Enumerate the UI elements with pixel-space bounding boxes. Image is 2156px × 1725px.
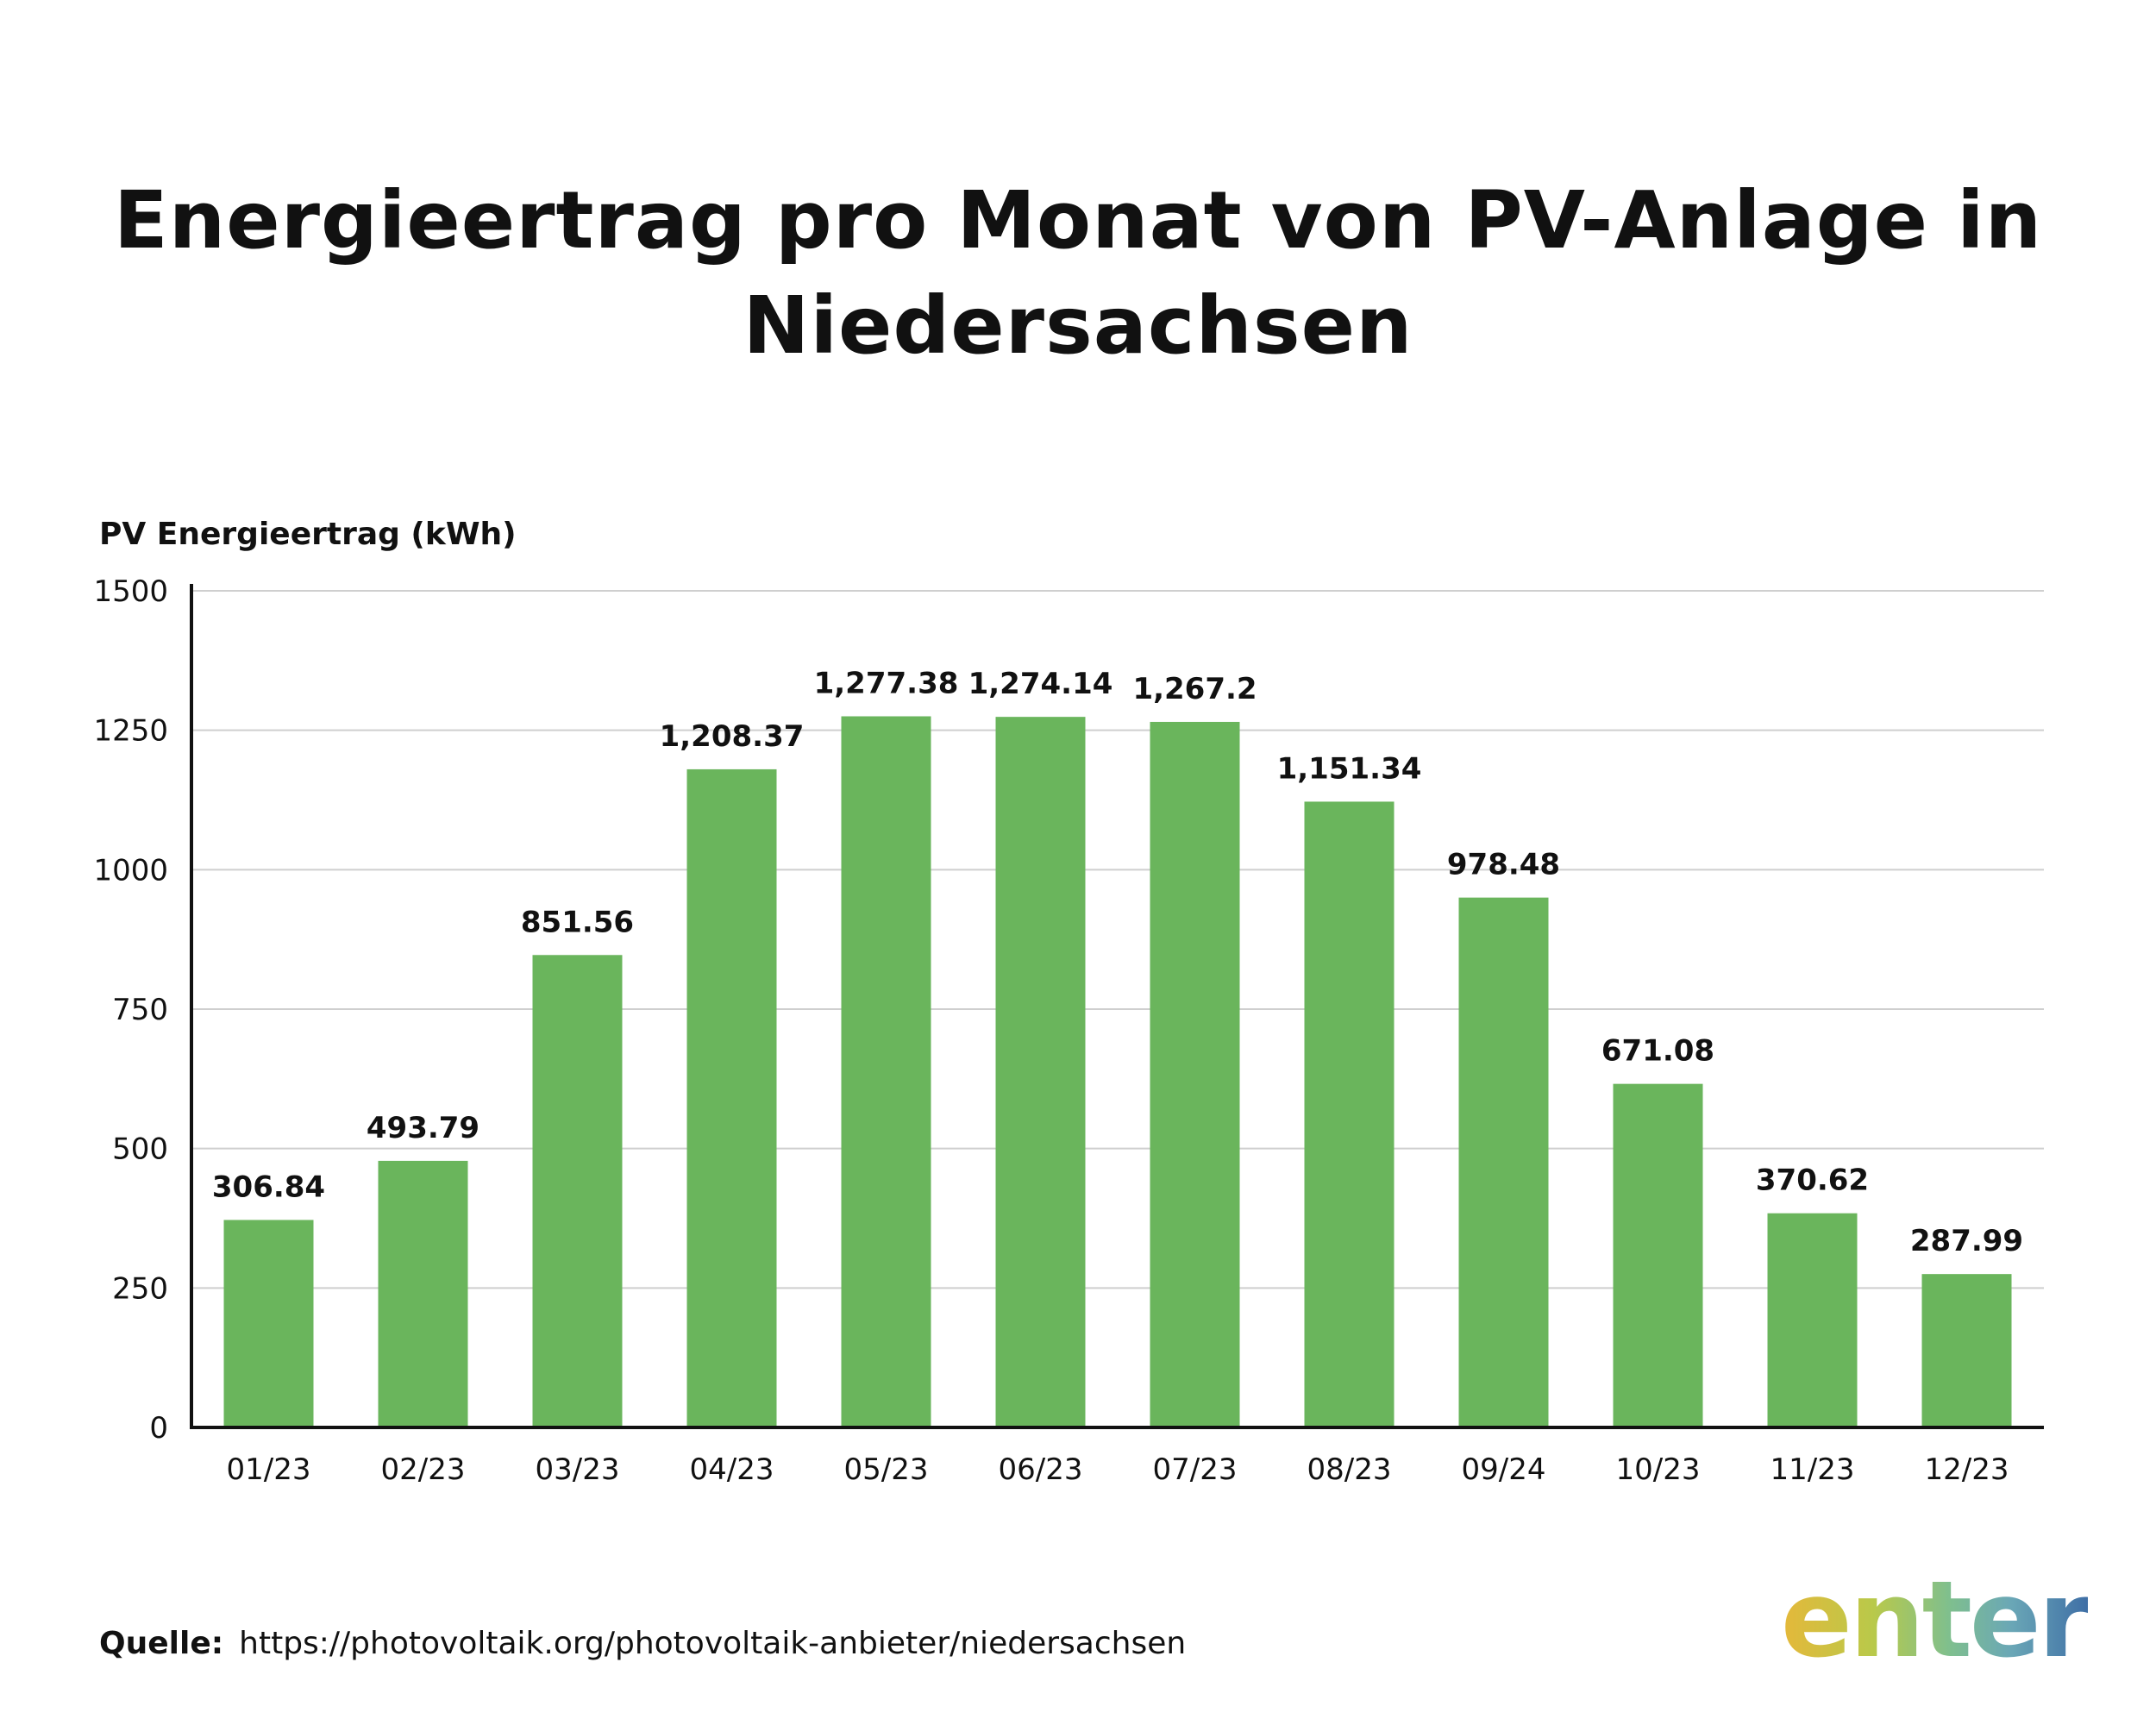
y-tick-label: 250 — [112, 1271, 168, 1306]
bar-07-23 — [1150, 721, 1240, 1427]
chart-title-line-1: Energieertrag pro Monat von PV-Anlage in — [113, 174, 2043, 267]
data-label: 1,267.2 — [1132, 672, 1257, 706]
bar-05-23 — [841, 716, 931, 1427]
bar-02-23 — [378, 1160, 468, 1427]
x-tick-label: 11/23 — [1771, 1452, 1855, 1487]
bar-09-24 — [1458, 897, 1549, 1427]
bars — [223, 716, 2012, 1427]
data-label: 306.84 — [212, 1170, 325, 1204]
data-label: 1,274.14 — [968, 667, 1113, 701]
x-tick-labels: 01/23 02/23 03/23 04/23 05/23 06/23 07/23 08/23… — [227, 1452, 2009, 1487]
x-tick-label: 06/23 — [999, 1452, 1083, 1487]
data-labels: 306.84 493.79 851.56 1,208.37 1,277.38 1,274.… — [212, 667, 2023, 1259]
data-label: 1,277.38 — [814, 667, 959, 701]
source-note: Quelle: https://photovoltaik.org/photovol… — [99, 1626, 1186, 1661]
bar-11-23 — [1767, 1213, 1858, 1427]
bar-08-23 — [1304, 801, 1395, 1427]
bar-10-23 — [1613, 1083, 1703, 1427]
y-tick-label: 750 — [112, 993, 168, 1027]
x-tick-label: 08/23 — [1307, 1452, 1392, 1487]
bar-01-23 — [223, 1220, 314, 1427]
y-tick-label: 1500 — [93, 574, 168, 609]
y-axis-label: PV Energieertrag (kWh) — [99, 517, 517, 552]
x-tick-label: 12/23 — [1925, 1452, 2009, 1487]
y-tick-label: 0 — [149, 1411, 168, 1446]
y-tick-labels: 0 250 500 750 1000 1250 1500 — [93, 574, 168, 1446]
bar-12-23 — [1921, 1274, 2012, 1427]
bar-03-23 — [532, 955, 623, 1427]
enter-logo: enter — [1781, 1559, 2090, 1681]
chart-title-line-2: Niedersachsen — [743, 279, 1413, 372]
data-label: 1,208.37 — [660, 719, 805, 754]
x-tick-label: 05/23 — [844, 1452, 929, 1487]
data-label: 978.48 — [1447, 848, 1560, 882]
y-tick-label: 500 — [112, 1132, 168, 1167]
data-label: 493.79 — [367, 1111, 479, 1145]
data-label: 1,151.34 — [1277, 751, 1422, 786]
x-tick-label: 09/24 — [1462, 1452, 1546, 1487]
x-tick-label: 04/23 — [690, 1452, 774, 1487]
data-label: 370.62 — [1756, 1164, 1869, 1198]
source-label: Quelle: — [99, 1626, 224, 1661]
x-tick-label: 02/23 — [381, 1452, 466, 1487]
x-tick-label: 03/23 — [536, 1452, 620, 1487]
grid-lines — [191, 590, 2044, 1289]
y-tick-label: 1250 — [93, 714, 168, 749]
data-label: 851.56 — [521, 905, 634, 939]
chart-title: Energieertrag pro Monat von PV-Anlage in… — [0, 168, 2156, 379]
y-tick-label: 1000 — [93, 853, 168, 888]
data-label: 671.08 — [1601, 1034, 1714, 1069]
data-label: 287.99 — [1910, 1224, 2023, 1258]
source-link[interactable]: https://photovoltaik.org/photovoltaik-an… — [239, 1626, 1187, 1661]
bar-04-23 — [686, 768, 777, 1427]
bar-06-23 — [995, 717, 1086, 1427]
x-tick-label: 01/23 — [227, 1452, 311, 1487]
x-tick-label: 10/23 — [1616, 1452, 1701, 1487]
x-tick-label: 07/23 — [1153, 1452, 1238, 1487]
